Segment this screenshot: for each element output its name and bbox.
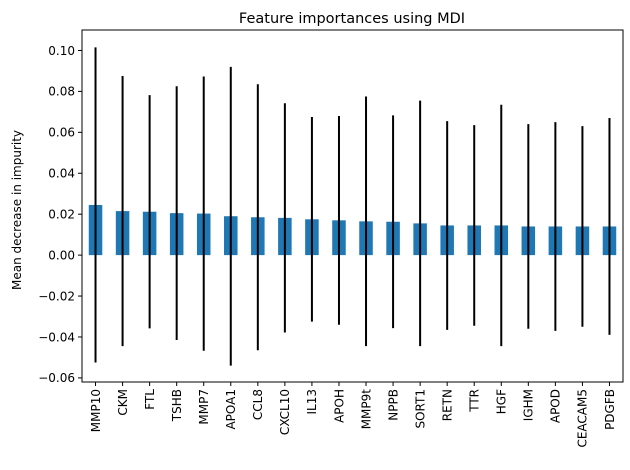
x-tick-label: IL13 [305,389,319,415]
x-tick-label: TTR [468,389,482,413]
x-tick-label: HGF [495,389,509,414]
x-tick-label: CKM [116,389,130,416]
x-tick-label: SORT1 [413,389,427,429]
chart-title: Feature importances using MDI [239,11,465,27]
y-tick-label: −0.06 [38,371,75,385]
y-tick-label: −0.04 [38,330,75,344]
x-tick-label: CCL8 [251,389,265,420]
plot-frame [81,29,624,383]
y-axis-label: Mean decrease in impurity [10,130,24,290]
x-tick-label: TSHB [170,389,184,422]
x-tick-label: APOD [549,389,563,423]
x-tick-label: PDGFB [603,389,617,430]
y-tick-label: 0.10 [48,44,75,58]
x-tick-label: CEACAM5 [576,389,590,448]
x-tick-label: MMP9t [359,389,373,430]
y-tick-label: 0.08 [48,85,75,99]
error-bars-group [94,47,611,366]
x-tick-label: RETN [440,389,454,421]
x-tick-label: MMP7 [197,389,211,425]
x-tick-label: MMP10 [89,389,103,432]
y-axis: −0.06 −0.04 −0.02 0.00 0.02 0.04 0.06 0.08 0.10 [38,44,82,385]
y-tick-label: 0.00 [48,248,75,262]
y-tick-label: 0.02 [48,207,75,221]
x-tick-label: IGHM [522,389,536,421]
y-tick-label: 0.06 [48,126,75,140]
x-tick-label: APOA1 [224,389,238,430]
x-tick-label: APOH [332,389,346,423]
y-tick-label: −0.02 [38,289,75,303]
y-tick-label: 0.04 [48,167,75,181]
bars-group [88,204,617,256]
x-tick-label: CXCL10 [278,389,292,435]
x-axis: MMP10 CKM FTL TSHB MMP7 APOA1 CCL8 CXCL10 IL13 AP… [89,382,617,448]
x-tick-label: NPPB [386,389,400,421]
x-tick-label: FTL [143,389,157,410]
